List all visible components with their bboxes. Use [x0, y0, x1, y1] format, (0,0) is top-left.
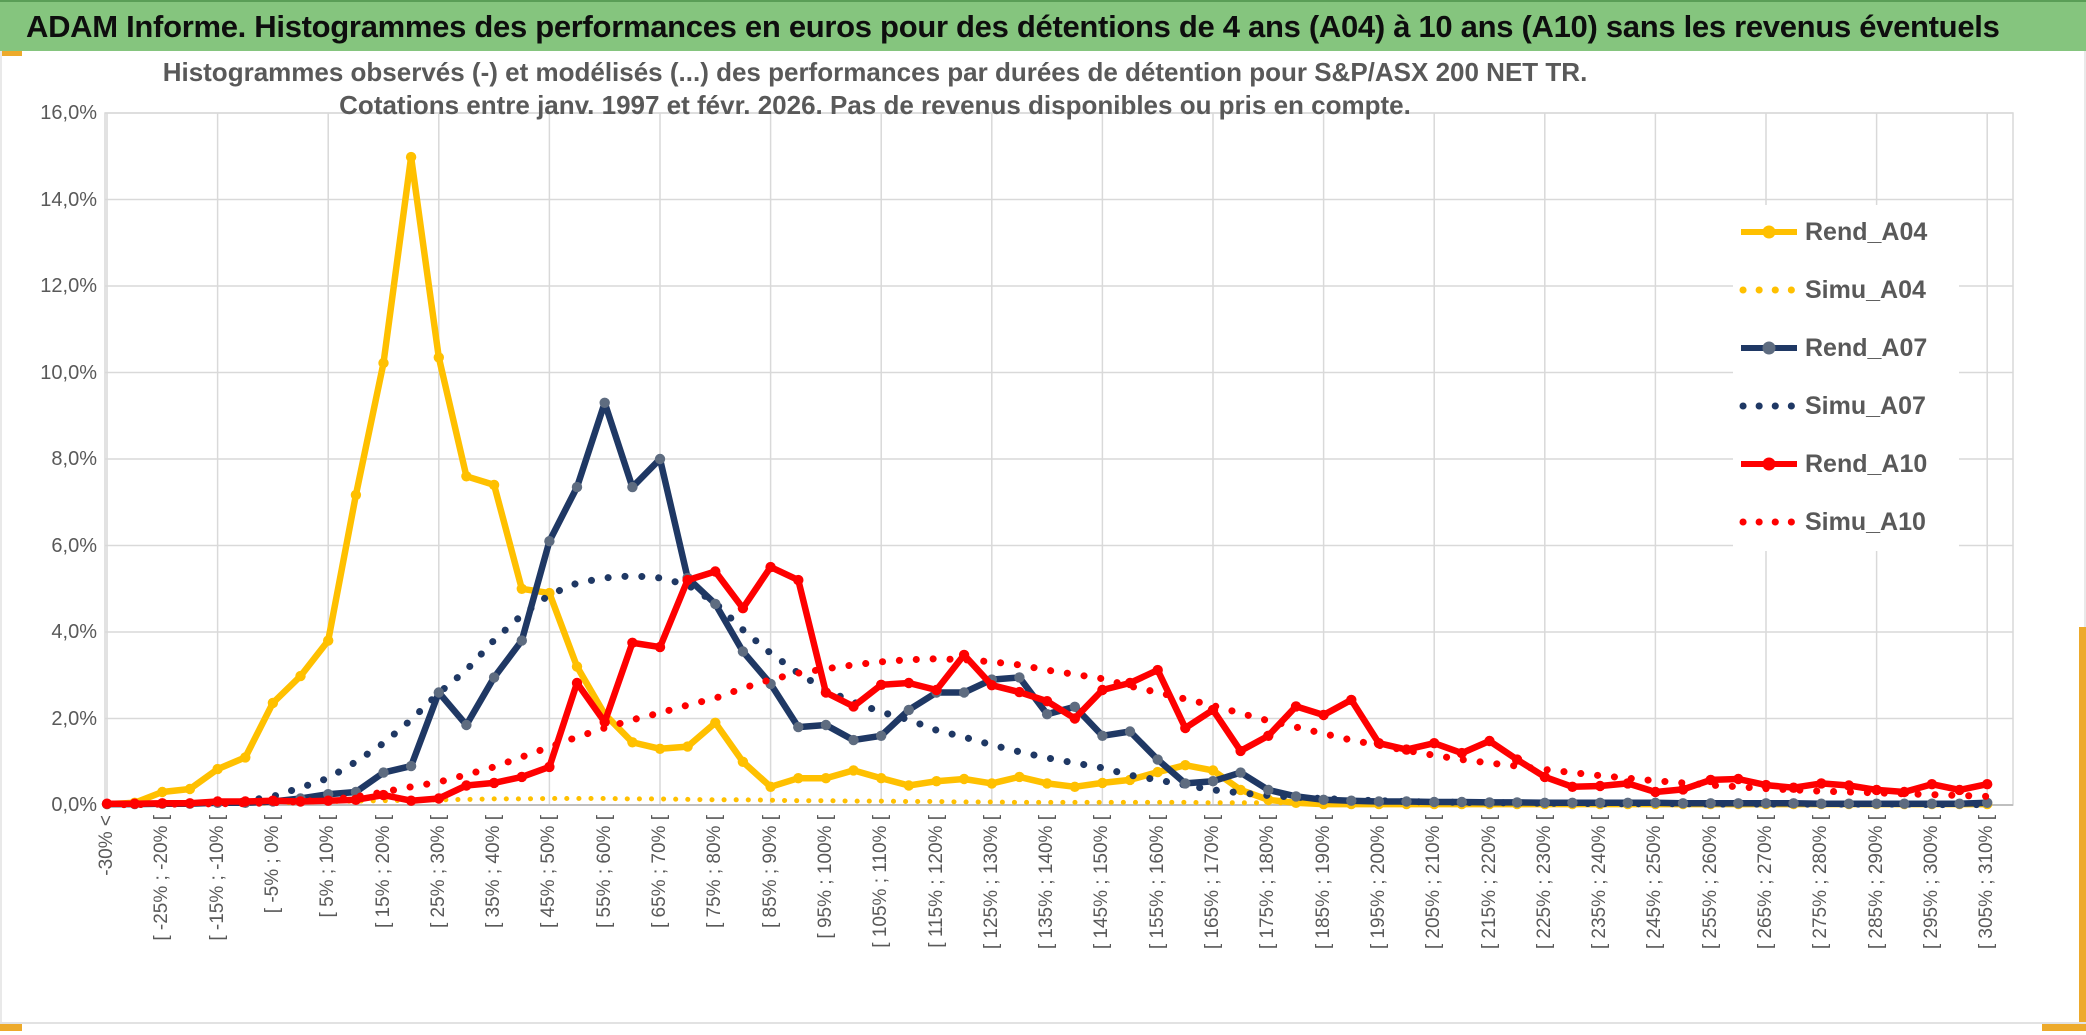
legend-item-Rend_A07[interactable]: Rend_A07: [1739, 329, 1959, 367]
y-axis-label: 14,0%: [40, 188, 97, 211]
x-axis-label: [ 175% ; 180% [: [1257, 815, 1279, 950]
x-axis-label: [ -25% ; -20% [: [151, 815, 173, 941]
y-axis-label: 6,0%: [51, 534, 97, 557]
legend-label: Simu_A10: [1805, 507, 1926, 536]
legend-swatch-dotted-icon: [1739, 402, 1801, 410]
x-axis-label: [ 85% ; 90% [: [759, 815, 781, 929]
legend-swatch-dotted-icon: [1739, 518, 1801, 526]
x-axis-label: [ 155% ; 160% [: [1146, 815, 1168, 950]
x-axis-label: [ 165% ; 170% [: [1202, 815, 1223, 950]
legend-label: Simu_A07: [1805, 391, 1926, 420]
gold-accent-bottom-left: [0, 1022, 22, 1031]
y-axis-label: 12,0%: [40, 275, 97, 297]
series-Rend_A07: [107, 399, 1988, 808]
legend-swatch-solid-icon: [1741, 341, 1797, 355]
x-axis-label: [ 95% ; 100% [: [814, 815, 836, 939]
x-axis-label: [ 265% ; 270% [: [1755, 815, 1776, 950]
legend-item-Rend_A10[interactable]: Rend_A10: [1739, 445, 1959, 483]
x-axis-label: [ 135% ; 140% [: [1036, 815, 1058, 950]
legend-item-Simu_A10[interactable]: Simu_A10: [1739, 503, 1959, 541]
x-axis-label: [ 255% ; 260% [: [1699, 815, 1721, 950]
y-axis-label: 2,0%: [51, 707, 97, 730]
x-axis-label: [ -5% ; 0% [: [261, 815, 283, 914]
bottom-divider: [0, 1022, 2086, 1024]
y-axis-label: 0,0%: [51, 794, 97, 816]
x-axis-label: [ 215% ; 220% [: [1478, 815, 1500, 950]
header: ADAM Informe. Histogrammes des performan…: [0, 0, 2086, 51]
x-axis-label: [ 65% ; 70% [: [649, 815, 670, 929]
y-axis-label: 10,0%: [40, 361, 97, 384]
legend-item-Simu_A04[interactable]: Simu_A04: [1739, 271, 1959, 309]
x-axis-label: -30% <: [96, 815, 117, 876]
x-axis-label: [ 275% ; 280% [: [1810, 815, 1832, 950]
y-axis-label: 4,0%: [51, 621, 97, 643]
gold-accent-right: [2079, 627, 2086, 1024]
x-axis-label: [ 195% ; 200% [: [1367, 815, 1389, 950]
x-axis-label: [ 185% ; 190% [: [1312, 815, 1334, 950]
x-axis-label: [ 75% ; 80% [: [704, 815, 726, 929]
x-axis-label: [ 115% ; 120% [: [925, 815, 947, 948]
gold-accent-top-left: [2, 51, 22, 56]
x-axis-label: [ 305% ; 310% [: [1976, 815, 1998, 950]
x-axis-label: [ -15% ; -10% [: [206, 815, 228, 941]
y-axis-label: 16,0%: [40, 102, 97, 124]
legend-swatch-solid-icon: [1741, 457, 1797, 471]
legend-swatch-solid-icon: [1741, 225, 1797, 239]
x-axis-label: [ 285% ; 290% [: [1865, 815, 1887, 950]
x-axis-label: [ 25% ; 30% [: [427, 815, 449, 929]
header-title: ADAM Informe. Histogrammes des performan…: [26, 8, 2000, 44]
x-axis-label: [ 5% ; 10% [: [317, 815, 339, 918]
legend-item-Rend_A04[interactable]: Rend_A04: [1739, 213, 1959, 251]
legend-label: Rend_A10: [1805, 449, 1928, 478]
x-axis-label: [ 245% ; 250% [: [1644, 815, 1666, 950]
chart-title-line2: Cotations entre janv. 1997 et févr. 2026…: [339, 90, 1411, 120]
x-axis-label: [ 15% ; 20% [: [372, 815, 394, 929]
x-axis-label: [ 45% ; 50% [: [538, 815, 560, 929]
x-axis-label: [ 295% ; 300% [: [1920, 815, 1942, 950]
x-axis-label: [ 235% ; 240% [: [1589, 815, 1611, 950]
x-axis-label: [ 105% ; 110% [: [870, 815, 892, 948]
x-axis-label: [ 125% ; 130% [: [980, 815, 1002, 950]
gold-accent-bottom-right: [2042, 1023, 2086, 1031]
legend-item-Simu_A07[interactable]: Simu_A07: [1739, 387, 1959, 425]
legend-label: Simu_A04: [1805, 275, 1926, 304]
x-axis-label: [ 55% ; 60% [: [593, 815, 615, 929]
x-axis-label: [ 35% ; 40% [: [483, 815, 505, 929]
x-axis-label: [ 205% ; 210% [: [1423, 815, 1445, 950]
legend-swatch-dotted-icon: [1739, 286, 1801, 294]
y-axis-label: 8,0%: [51, 448, 97, 470]
legend-label: Rend_A04: [1805, 217, 1928, 246]
legend-label: Rend_A07: [1805, 333, 1928, 362]
x-axis-label: [ 225% ; 230% [: [1533, 815, 1555, 950]
series-Rend_A04: [106, 153, 1988, 808]
chart-title-line1: Histogrammes observés (-) et modélisés (…: [162, 57, 1588, 87]
x-axis-label: [ 145% ; 150% [: [1091, 815, 1113, 950]
legend: Rend_A04 Simu_A04 Rend_A07 Simu_A07 Rend_A10…: [1733, 205, 1959, 551]
